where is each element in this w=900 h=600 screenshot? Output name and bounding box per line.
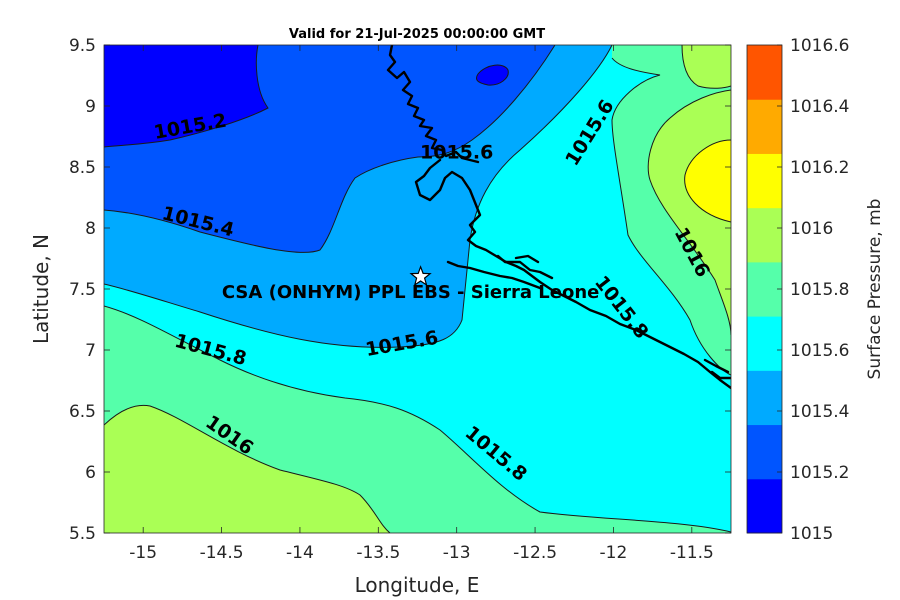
y-axis-ticks: 5.5 6 6.5 7 7.5 8 8.5 9 9.5 <box>69 36 731 544</box>
coastline-inlet <box>703 358 731 380</box>
x-tick-label: -11.5 <box>670 543 714 563</box>
x-tick-label: -15 <box>129 543 157 563</box>
contour-lines <box>104 45 731 533</box>
contour-fills <box>104 45 731 533</box>
band-1016-bottom <box>104 405 390 533</box>
y-tick-label: 9.5 <box>69 36 96 56</box>
coastline-islands <box>446 254 554 290</box>
colorbar-tick-label: 1016 <box>790 219 833 239</box>
contour-line-1015-8-right <box>647 89 731 336</box>
colorbar-segment <box>747 153 782 209</box>
colorbar-segment <box>747 370 782 426</box>
contour-line-1015-8-top <box>681 45 731 89</box>
y-tick-label: 8 <box>85 219 96 239</box>
colorbar-tick-label: 1015.8 <box>790 280 849 300</box>
colorbar-segment <box>747 424 782 480</box>
colorbar-segment <box>747 207 782 263</box>
y-tick-label: 7.5 <box>69 280 96 300</box>
colorbar-tick-label: 1015.4 <box>790 402 849 422</box>
map-title: Valid for 21-Jul-2025 00:00:00 GMT <box>289 27 545 42</box>
site-label: CSA (ONHYM) PPL EBS - Sierra Leone <box>222 282 599 303</box>
colorbar-tick-label: 1016.6 <box>790 36 849 56</box>
colorbar-tick-label: 1015.2 <box>790 463 849 483</box>
contour-label: 1015.6 <box>420 141 493 163</box>
y-tick-label: 9 <box>85 97 96 117</box>
colorbar-segment <box>747 45 782 100</box>
x-tick-label: -12 <box>600 543 628 563</box>
contour-line-1015-0 <box>104 45 269 148</box>
contour-line-1015-0-blob <box>475 64 509 86</box>
band-1015-0-blob <box>476 65 509 86</box>
x-axis-ticks: -15 -14.5 -14 -13.5 -13 -12.5 -12 -11.5 <box>129 45 714 563</box>
contour-line-1015-6-right <box>611 57 731 376</box>
coastline <box>386 45 731 390</box>
y-tick-label: 6.5 <box>69 402 96 422</box>
x-tick-label: -13.5 <box>356 543 400 563</box>
x-tick-label: -14 <box>286 543 314 563</box>
y-tick-label: 6 <box>85 463 96 483</box>
colorbar-segment <box>747 478 782 534</box>
colorbar-segment <box>747 261 782 317</box>
coastline-north <box>386 45 480 164</box>
colorbar: 1015 1015.2 1015.4 1015.6 1015.8 1016 1016.2 10… <box>746 36 849 544</box>
y-tick-label: 7 <box>85 341 96 361</box>
band-1016-2 <box>684 140 731 222</box>
colorbar-label: Surface Pressure, mb <box>865 199 885 380</box>
colorbar-tick-label: 1016.4 <box>790 97 849 117</box>
colorbar-tick-label: 1015 <box>790 524 833 544</box>
contour-line-1015-6-bottom <box>104 305 731 533</box>
colorbar-segment <box>747 99 782 154</box>
x-tick-label: -13 <box>443 543 471 563</box>
x-tick-label: -12.5 <box>513 543 557 563</box>
band-1016-top <box>682 45 731 89</box>
y-tick-label: 8.5 <box>69 158 96 178</box>
x-axis-label: Longitude, E <box>355 573 480 597</box>
site-marker-group: CSA (ONHYM) PPL EBS - Sierra Leone <box>222 265 599 303</box>
colorbar-segment <box>747 316 782 371</box>
star-icon <box>409 265 432 287</box>
colorbar-tick-label: 1015.6 <box>790 341 849 361</box>
x-tick-label: -14.5 <box>200 543 244 563</box>
y-axis-label: Latitude, N <box>29 234 53 344</box>
band-1015-0 <box>104 45 268 147</box>
contour-line-1016-0 <box>684 139 731 223</box>
colorbar-tick-label: 1016.2 <box>790 158 849 178</box>
contour-line-1015-4 <box>104 45 613 348</box>
y-tick-label: 5.5 <box>69 524 96 544</box>
contour-line-1015-2 <box>104 45 556 253</box>
contour-line-1015-8-bottom <box>104 404 391 533</box>
